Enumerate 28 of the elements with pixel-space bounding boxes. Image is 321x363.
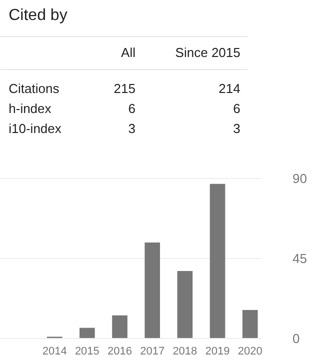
x-tick-label: 2018 bbox=[172, 346, 198, 358]
x-tick-label: 2016 bbox=[108, 346, 132, 358]
x-tick-label: 2014 bbox=[42, 346, 67, 358]
bar bbox=[177, 270, 193, 338]
text: h-index bbox=[8, 101, 52, 116]
text: 6 bbox=[128, 101, 136, 116]
text: Citations bbox=[8, 81, 60, 96]
bar bbox=[144, 242, 160, 338]
text: i10-index bbox=[8, 121, 62, 136]
bar bbox=[210, 184, 226, 338]
x-tick-label: 2019 bbox=[205, 346, 230, 358]
text: 6 bbox=[233, 101, 240, 116]
text: 3 bbox=[128, 121, 136, 136]
x-tick-label: 2020 bbox=[238, 346, 262, 358]
text: Since 2015 bbox=[175, 45, 240, 60]
y-tick-label: 45 bbox=[292, 251, 307, 266]
bar bbox=[80, 328, 95, 338]
text: Cited by bbox=[8, 7, 68, 24]
x-tick-label: 2017 bbox=[140, 346, 165, 358]
text: 3 bbox=[233, 121, 240, 136]
bar bbox=[242, 310, 258, 338]
x-tick-label: 2015 bbox=[74, 346, 100, 358]
text: All bbox=[121, 45, 136, 60]
bar bbox=[112, 315, 128, 338]
y-tick-label: 90 bbox=[292, 171, 307, 186]
text: 214 bbox=[218, 81, 240, 96]
text: 215 bbox=[114, 81, 136, 96]
y-tick-label: 0 bbox=[292, 331, 300, 346]
